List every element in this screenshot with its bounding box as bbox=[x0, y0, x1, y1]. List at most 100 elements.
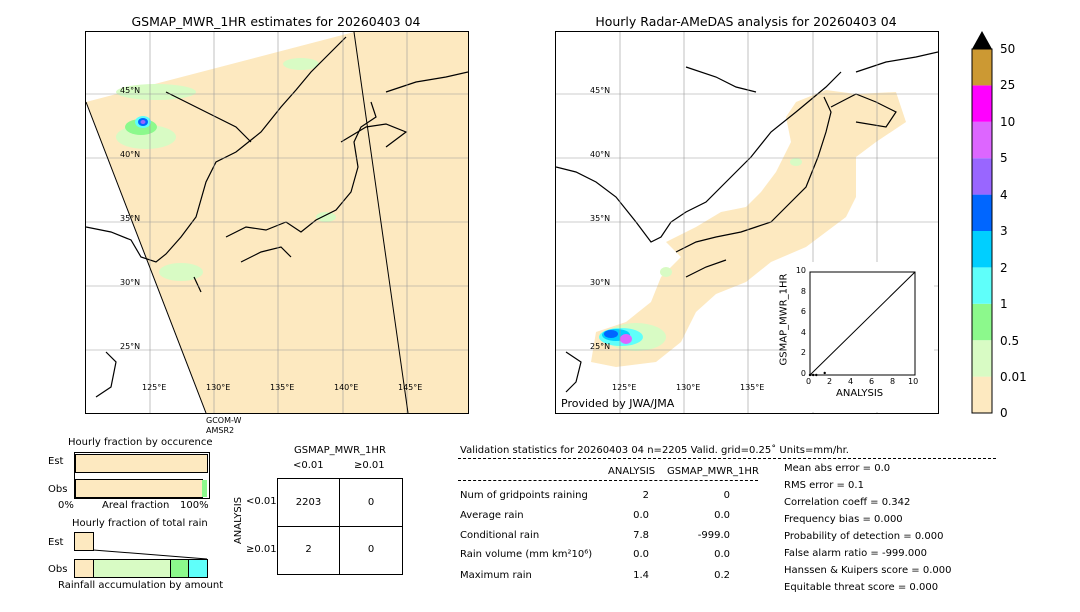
cb-label-05: 0.5 bbox=[1000, 334, 1020, 348]
cb-label-0: 0 bbox=[1000, 406, 1008, 420]
colorbar-segment bbox=[972, 303, 992, 341]
score-line: Hanssen & Kuipers score = 0.000 bbox=[784, 565, 952, 576]
stat-gsmap: 0.0 bbox=[714, 549, 730, 560]
scatter-point bbox=[823, 371, 826, 375]
contingency-cell: 0 bbox=[367, 544, 375, 555]
occurrence-axis-right: 100% bbox=[180, 500, 209, 511]
contingency-cell: 0 bbox=[367, 497, 375, 508]
right-map: 45°N 40°N 35°N 30°N 25°N 125°E 130°E 135… bbox=[555, 31, 939, 414]
one-to-one-line bbox=[809, 271, 916, 376]
lon-label-130: 130°E bbox=[206, 383, 231, 392]
score-line: RMS error = 0.1 bbox=[784, 480, 864, 491]
colorbar-segment bbox=[972, 340, 992, 377]
lat-label-35: 35°N bbox=[120, 214, 141, 223]
stat-analysis: 0.0 bbox=[633, 549, 649, 560]
x-tick: 0 bbox=[806, 377, 812, 386]
lat-label-45: 45°N bbox=[120, 86, 141, 95]
y-tick: 10 bbox=[795, 266, 806, 275]
score-line: Equitable threat score = 0.000 bbox=[784, 582, 939, 593]
left-map: 45°N 40°N 35°N 30°N 25°N 125°E 130°E 135… bbox=[85, 31, 469, 414]
stat-name: Rain volume (mm km²10⁶) bbox=[460, 549, 593, 560]
total-rain-axes bbox=[74, 532, 208, 578]
lon-label-145: 145°E bbox=[398, 383, 423, 392]
y-tick: 4 bbox=[800, 328, 806, 337]
stat-gsmap: 0.0 bbox=[714, 510, 730, 521]
colorbar-segment bbox=[972, 121, 992, 159]
sensor-name: AMSR2 bbox=[206, 426, 235, 435]
x-tick: 8 bbox=[890, 377, 896, 386]
total-obs-segment-3 bbox=[170, 559, 189, 578]
stat-gsmap: -999.0 bbox=[697, 530, 730, 541]
colorbar-extend-arrow bbox=[972, 31, 992, 49]
contingency-row-ge: ≥0.01 bbox=[246, 544, 277, 555]
contingency-row-lt: <0.01 bbox=[246, 496, 277, 507]
cb-label-3: 3 bbox=[1000, 224, 1008, 238]
occurrence-obs-rain bbox=[202, 480, 207, 497]
occurrence-obs-bar bbox=[75, 479, 203, 498]
score-line: Frequency bias = 0.000 bbox=[784, 514, 903, 525]
x-tick: 2 bbox=[827, 377, 833, 386]
score-line: Probability of detection = 0.000 bbox=[784, 531, 944, 542]
contingency-cell: 2203 bbox=[295, 497, 322, 508]
total-obs-segment-4 bbox=[188, 559, 208, 578]
colorbar-segment bbox=[972, 231, 992, 268]
scatter-inset: 0 2 4 6 8 10 0 2 4 6 8 10 ANALYSIS GSMAP… bbox=[778, 262, 934, 412]
swath-edges bbox=[86, 32, 409, 413]
y-tick: 8 bbox=[800, 287, 806, 296]
radar-lon-130: 130°E bbox=[676, 383, 701, 392]
lat-label-25: 25°N bbox=[120, 342, 141, 351]
score-line: Mean abs error = 0.0 bbox=[784, 463, 891, 474]
stat-analysis: 0.0 bbox=[633, 510, 649, 521]
x-tick: 4 bbox=[848, 377, 854, 386]
contingency-cell: 2 bbox=[305, 544, 312, 555]
scatter-point bbox=[811, 373, 815, 377]
validation-subdivider bbox=[458, 480, 758, 481]
stat-gsmap: 0 bbox=[723, 490, 730, 501]
x-tick: 6 bbox=[869, 377, 875, 386]
stat-gsmap: 0.2 bbox=[714, 570, 730, 581]
radar-heavy-rain bbox=[599, 328, 643, 346]
total-est-label: Est bbox=[48, 537, 64, 548]
colorbar-segment bbox=[972, 85, 992, 122]
radar-lat-35: 35°N bbox=[590, 214, 611, 223]
contingency-title: GSMAP_MWR_1HR bbox=[294, 445, 386, 456]
cb-label-4: 4 bbox=[1000, 188, 1008, 202]
scatter-xlabel: ANALYSIS bbox=[836, 388, 884, 399]
total-rain-title: Hourly fraction of total rain bbox=[72, 518, 208, 529]
occurrence-est-label: Est bbox=[48, 456, 64, 467]
col-gsmap: GSMAP_MWR_1HR bbox=[667, 466, 759, 477]
radar-lon-125: 125°E bbox=[612, 383, 637, 392]
total-obs-label: Obs bbox=[48, 564, 68, 575]
lon-label-140: 140°E bbox=[334, 383, 359, 392]
cb-label-10: 10 bbox=[1000, 115, 1016, 129]
score-line: False alarm ratio = -999.000 bbox=[784, 548, 927, 559]
radar-coverage bbox=[591, 90, 906, 367]
stat-analysis: 7.8 bbox=[633, 530, 649, 541]
occurrence-axes bbox=[74, 452, 210, 499]
col-analysis: ANALYSIS bbox=[608, 466, 656, 477]
contingency-row-axis: ANALYSIS bbox=[233, 496, 245, 545]
scatter-point bbox=[815, 373, 818, 377]
cb-label-001: 0.01 bbox=[1000, 370, 1027, 384]
occurrence-axis-mid: Areal fraction bbox=[102, 500, 170, 511]
total-est-bar bbox=[74, 532, 94, 551]
stat-name: Conditional rain bbox=[460, 530, 540, 541]
total-rain-axis-label: Rainfall accumulation by amount bbox=[58, 580, 224, 591]
colorbar-segment bbox=[972, 376, 992, 413]
lon-label-135: 135°E bbox=[270, 383, 295, 392]
radar-lon-135: 135°E bbox=[740, 383, 765, 392]
radar-coastline bbox=[556, 51, 938, 393]
y-tick: 0 bbox=[800, 369, 806, 378]
stat-analysis: 1.4 bbox=[633, 570, 649, 581]
validation-divider bbox=[458, 458, 996, 459]
lat-label-40: 40°N bbox=[120, 150, 141, 159]
colorbar-segment bbox=[972, 158, 992, 195]
occurrence-obs-label: Obs bbox=[48, 484, 68, 495]
x-tick: 10 bbox=[908, 377, 919, 386]
y-tick: 2 bbox=[800, 348, 806, 357]
occurrence-axis-left: 0% bbox=[58, 500, 74, 511]
left-map-title: GSMAP_MWR_1HR estimates for 20260403 04 bbox=[131, 14, 421, 29]
total-rain-connector bbox=[92, 549, 208, 560]
scatter-ylabel: GSMAP_MWR_1HR bbox=[778, 273, 790, 366]
right-map-title: Hourly Radar-AMeDAS analysis for 2026040… bbox=[595, 14, 897, 29]
